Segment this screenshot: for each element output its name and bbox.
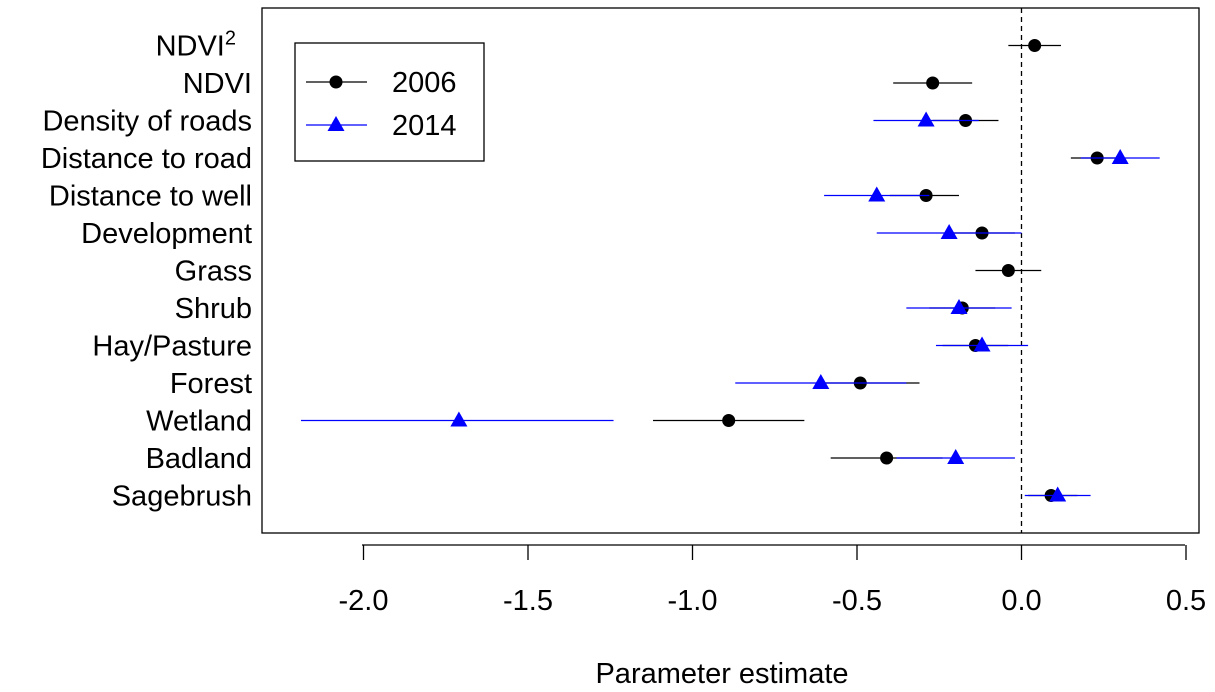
legend-marker-2014-triangle — [327, 116, 345, 131]
point-triangle-2014 — [1111, 149, 1129, 164]
point-circle-2006 — [1028, 39, 1042, 52]
legend: 2006 2014 — [294, 42, 485, 162]
point-triangle-2014 — [450, 411, 468, 427]
y-category-label: Shrub — [175, 293, 252, 325]
x-tick-label: -2.0 — [339, 585, 389, 617]
legend-box — [294, 42, 485, 162]
legend-label-2014: 2014 — [392, 110, 457, 142]
series-2006 — [653, 39, 1124, 502]
x-tick-label: 0.5 — [1166, 585, 1206, 617]
y-category-label: Distance to road — [41, 143, 252, 175]
point-triangle-2014 — [973, 336, 991, 352]
y-category-label: Distance to well — [49, 181, 252, 213]
point-circle-2006 — [722, 414, 736, 427]
y-category-label-superscript: 2 — [225, 28, 236, 50]
y-category-label: Forest — [170, 368, 252, 400]
point-triangle-2014 — [812, 374, 830, 389]
y-category-label: Grass — [175, 256, 252, 288]
y-category-label: NDVI2 — [156, 28, 236, 63]
y-category-label: Development — [81, 218, 252, 250]
x-axis-ticks: -2.0 -1.5 -1.0 -0.5 0.0 0.5 — [339, 545, 1206, 617]
legend-label-2006: 2006 — [392, 67, 457, 99]
plot-frame — [261, 7, 1200, 534]
y-category-label: Wetland — [146, 406, 252, 438]
point-circle-2006 — [880, 451, 894, 465]
x-tick-label: -1.5 — [503, 585, 553, 617]
point-triangle-2014 — [947, 449, 965, 464]
series-2014 — [300, 111, 1160, 502]
y-category-label: NDVI — [183, 68, 252, 100]
point-triangle-2014 — [917, 111, 935, 127]
y-category-label: Density of roads — [42, 106, 252, 138]
point-circle-2006 — [926, 76, 940, 90]
y-axis-category-labels: NDVI2 NDVI Density of roads Distance to roa… — [41, 28, 252, 513]
point-triangle-2014 — [868, 186, 886, 202]
legend-marker-2006-circle — [329, 75, 343, 89]
y-category-label: Sagebrush — [112, 481, 252, 513]
x-axis-title: Parameter estimate — [595, 658, 848, 690]
x-tick-label: 0.0 — [1001, 585, 1041, 617]
x-tick-label: -0.5 — [832, 585, 882, 617]
y-category-label: Hay/Pasture — [92, 331, 252, 363]
point-triangle-2014 — [950, 299, 968, 314]
point-triangle-2014 — [940, 224, 958, 239]
x-tick-label: -1.0 — [668, 585, 718, 617]
point-circle-2006 — [1001, 264, 1015, 277]
series-layer — [300, 39, 1160, 502]
y-category-label: Badland — [146, 443, 252, 475]
point-triangle-2014 — [1049, 486, 1067, 502]
